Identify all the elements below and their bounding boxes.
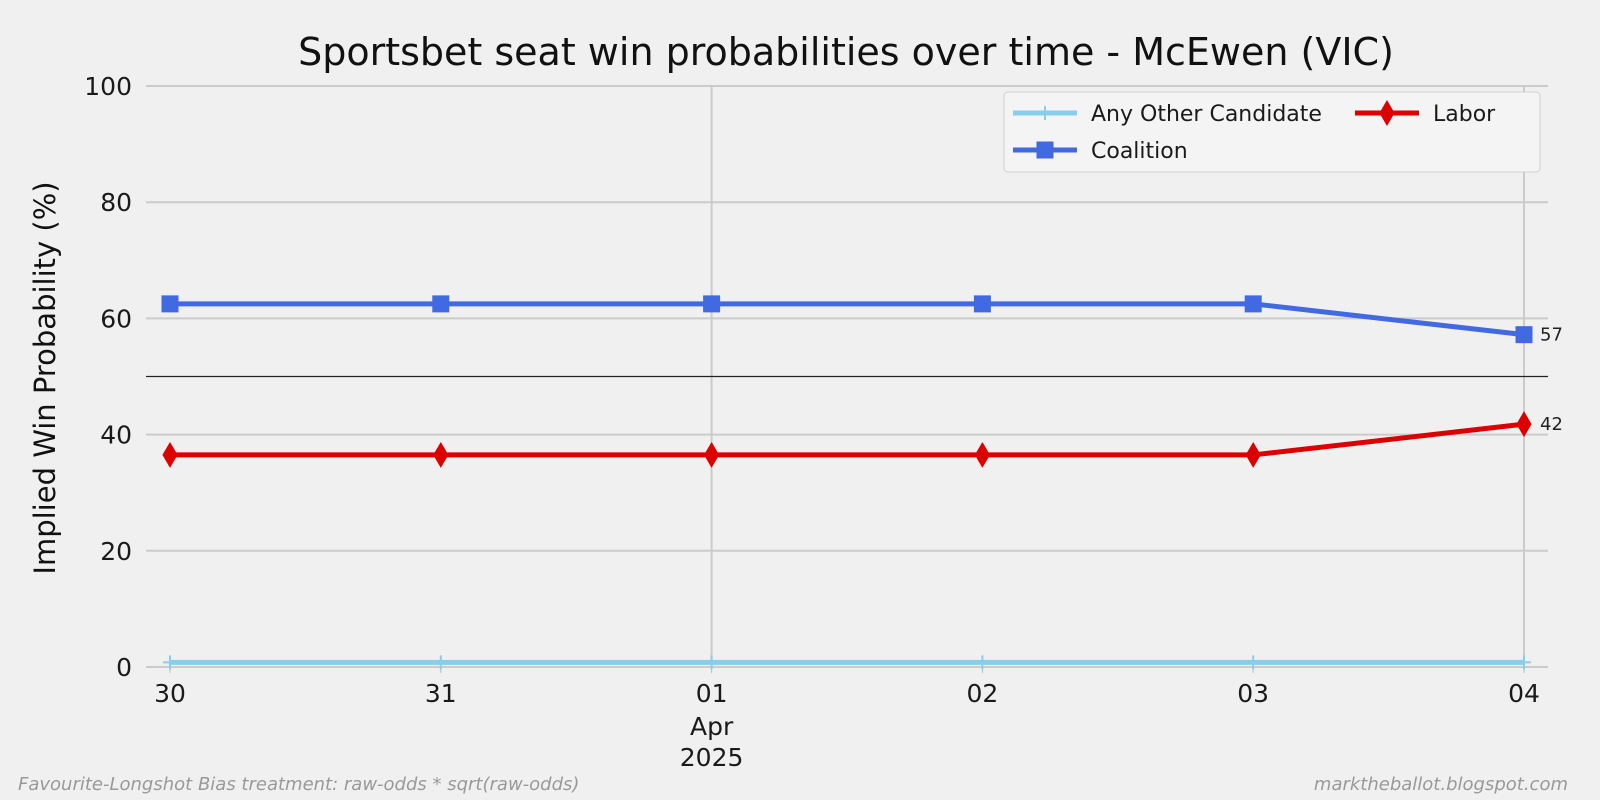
data-point-labor — [974, 441, 990, 468]
data-point-labor — [1516, 411, 1532, 438]
y-axis-title: Implied Win Probability (%) — [28, 181, 62, 574]
series-line-labor — [170, 421, 1525, 458]
y-tick-label: 100 — [84, 72, 132, 101]
data-point-any-other-candidate — [433, 655, 448, 670]
data-point-labor — [433, 441, 449, 468]
y-axis-ticks: 0 20 40 60 80 100 — [84, 72, 132, 682]
data-point-coalition — [432, 295, 450, 313]
data-point-coalition — [1244, 295, 1262, 313]
end-labels: 57 42 — [1540, 325, 1563, 435]
data-point-labor — [1245, 441, 1261, 468]
end-label-coalition: 57 — [1540, 325, 1563, 346]
legend-swatch-marker — [1379, 100, 1395, 126]
series-line-coalition — [170, 301, 1525, 338]
legend-label: Coalition — [1091, 139, 1188, 164]
y-tick-label: 60 — [100, 304, 132, 333]
data-point-any-other-candidate — [704, 655, 719, 670]
y-tick-label: 0 — [116, 653, 132, 682]
x-tick-label: 04 — [1508, 679, 1540, 708]
legend: Any Other Candidate Coalition Labor — [1003, 91, 1541, 173]
x-tick-label: 02 — [966, 679, 998, 708]
x-tick-label: 31 — [425, 679, 457, 708]
data-point-any-other-candidate — [163, 655, 177, 670]
series-coalition — [161, 295, 1533, 344]
data-point-coalition — [161, 295, 179, 313]
gridlines — [146, 85, 1548, 668]
data-point-any-other-candidate — [1246, 655, 1261, 670]
end-label-labor: 42 — [1540, 414, 1563, 435]
footer-right: marktheballot.blogspot.com — [1314, 774, 1568, 795]
data-point-labor — [162, 441, 178, 468]
x-tick-label: 01 — [696, 679, 728, 708]
y-tick-label: 20 — [100, 537, 132, 566]
data-point-coalition — [973, 295, 991, 313]
legend-entry-labor: Labor — [1355, 100, 1496, 127]
x-tick-label: 30 — [154, 679, 186, 708]
x-tick-month-label: Apr — [690, 712, 734, 741]
data-point-any-other-candidate — [975, 655, 990, 670]
data-point-any-other-candidate — [1517, 655, 1531, 670]
series-lines — [161, 295, 1533, 670]
series-labor — [162, 411, 1532, 468]
x-tick-year-label: 2025 — [680, 743, 744, 772]
legend-entry-coalition: Coalition — [1013, 139, 1188, 164]
data-point-coalition — [1515, 326, 1533, 344]
y-tick-label: 80 — [100, 188, 132, 217]
legend-label: Any Other Candidate — [1091, 102, 1322, 127]
footer-left: Favourite-Longshot Bias treatment: raw-o… — [18, 774, 579, 795]
series-any-other-candidate — [163, 655, 1531, 670]
data-point-labor — [704, 441, 720, 468]
data-point-coalition — [703, 295, 721, 313]
legend-swatch-marker — [1036, 141, 1054, 159]
x-tick-label: 03 — [1237, 679, 1269, 708]
legend-swatch-marker — [1038, 106, 1052, 120]
chart-title: Sportsbet seat win probabilities over ti… — [298, 30, 1394, 74]
legend-entry-any-other-candidate: Any Other Candidate — [1013, 102, 1322, 127]
y-tick-label: 40 — [100, 421, 132, 450]
legend-label: Labor — [1433, 102, 1496, 127]
